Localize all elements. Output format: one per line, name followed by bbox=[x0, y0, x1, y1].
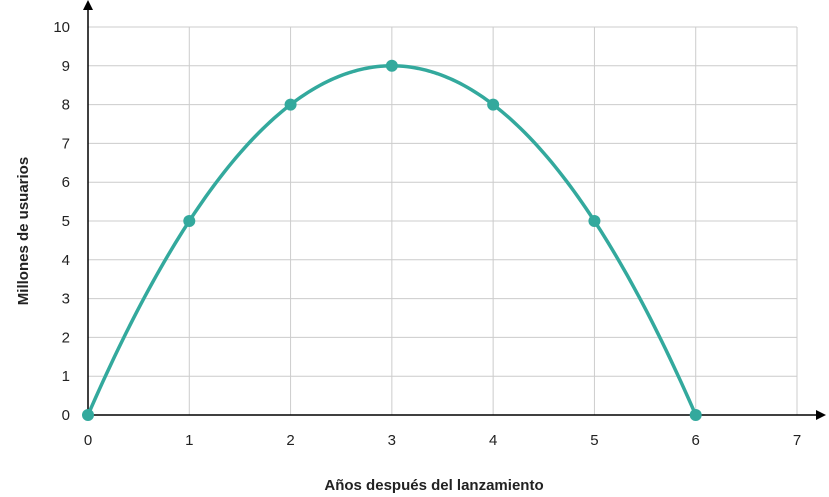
y-tick-label-8: 8 bbox=[62, 97, 70, 114]
data-point-0 bbox=[82, 409, 94, 421]
x-axis-title: Años después del lanzamiento bbox=[324, 477, 543, 494]
y-tick-label-2: 2 bbox=[62, 329, 70, 346]
y-tick-label-6: 6 bbox=[62, 174, 70, 191]
y-tick-label-0: 0 bbox=[62, 407, 70, 424]
x-tick-label-1: 1 bbox=[185, 432, 193, 449]
y-tick-label-4: 4 bbox=[62, 252, 70, 269]
y-tick-label-3: 3 bbox=[62, 291, 70, 308]
y-tick-label-9: 9 bbox=[62, 58, 70, 75]
x-tick-label-4: 4 bbox=[489, 432, 497, 449]
data-point-4 bbox=[487, 98, 500, 111]
series-group bbox=[82, 59, 702, 421]
x-axis-arrow bbox=[816, 410, 826, 420]
axes bbox=[83, 0, 826, 420]
data-point-1 bbox=[183, 215, 196, 227]
data-point-6 bbox=[689, 409, 702, 421]
grid-lines bbox=[88, 26, 798, 415]
x-tick-label-5: 5 bbox=[590, 432, 598, 449]
y-tick-label-7: 7 bbox=[62, 135, 70, 152]
data-point-2 bbox=[284, 98, 297, 111]
data-point-3 bbox=[385, 59, 398, 72]
x-tick-label-7: 7 bbox=[793, 432, 801, 449]
x-tick-labels: 0 1 2 3 4 5 6 7 bbox=[84, 432, 801, 449]
y-axis-arrow bbox=[83, 0, 93, 10]
y-tick-label-10: 10 bbox=[53, 19, 70, 36]
x-tick-label-0: 0 bbox=[84, 432, 92, 449]
x-tick-label-6: 6 bbox=[692, 432, 700, 449]
data-point-5 bbox=[588, 215, 601, 227]
x-tick-label-2: 2 bbox=[286, 432, 294, 449]
y-axis-title: Millones de usuarios bbox=[15, 157, 32, 305]
y-tick-labels: 0 1 2 3 4 5 6 7 8 9 10 bbox=[53, 19, 70, 424]
x-tick-label-3: 3 bbox=[388, 432, 396, 449]
y-tick-label-1: 1 bbox=[62, 368, 70, 385]
y-tick-label-5: 5 bbox=[62, 213, 70, 230]
